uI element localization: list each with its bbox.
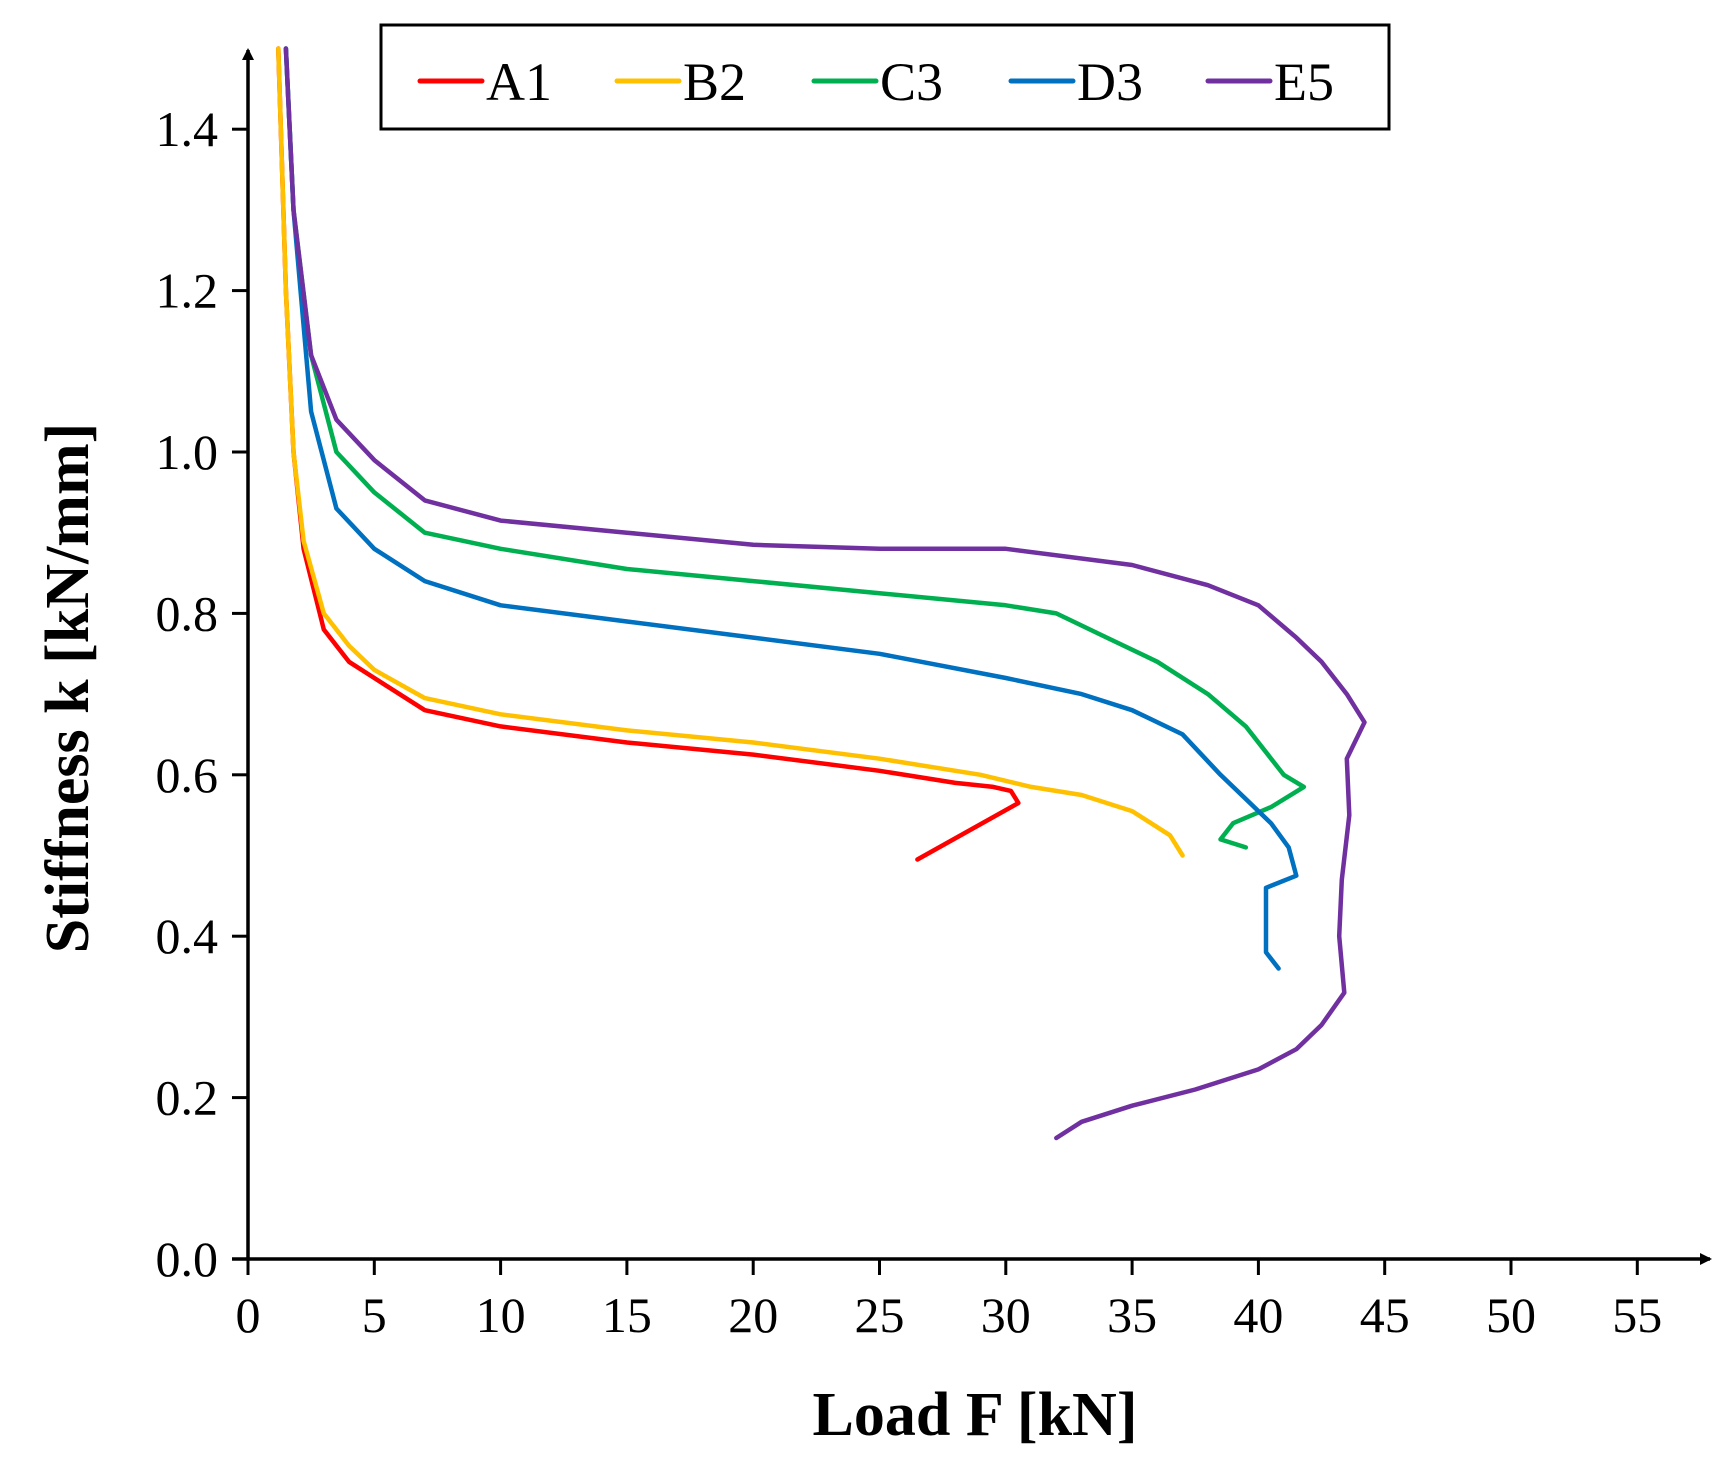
x-axis-title: Load F [kN] [813,1381,1138,1449]
series-line-d3 [283,46,1299,971]
x-tick-label: 10 [476,1287,526,1343]
y-axis-title: Stiffness k [kN/mm] [34,423,102,953]
series-line-a1 [276,46,1021,862]
y-tick-label: 0.4 [156,908,219,964]
legend: A1 B2 C3 D3 E5 [379,23,1391,131]
y-tick-label: 1.4 [156,101,219,157]
x-tick-label: 15 [602,1287,652,1343]
legend-label-e5: E5 [1274,52,1334,112]
legend-label-c3: C3 [880,52,943,112]
x-tick-label: 0 [236,1287,261,1343]
x-tick-label: 50 [1486,1287,1536,1343]
x-tick-label: 35 [1107,1287,1157,1343]
legend-label-a1: A1 [486,52,552,112]
x-tick-label: 55 [1612,1287,1662,1343]
series-line-c3 [283,46,1307,850]
x-tick-label: 20 [728,1287,778,1343]
series-line-e5 [283,46,1367,1141]
y-axis-ticks: 0.0 0.2 0.4 0.6 0.8 1.0 1.2 1.4 [156,101,248,1287]
y-tick-label: 1.2 [156,263,219,319]
y-tick-label: 0.0 [156,1231,219,1287]
x-axis-ticks: 0 5 10 15 20 25 30 35 40 45 50 55 [236,1259,1662,1343]
y-tick-label: 1.0 [156,424,219,480]
y-tick-label: 0.8 [156,585,219,641]
legend-label-d3: D3 [1077,52,1143,112]
y-tick-label: 0.2 [156,1070,219,1126]
x-tick-label: 25 [855,1287,905,1343]
x-tick-label: 5 [362,1287,387,1343]
x-tick-label: 40 [1233,1287,1283,1343]
legend-label-b2: B2 [683,52,746,112]
y-tick-label: 0.6 [156,747,219,803]
x-tick-label: 30 [981,1287,1031,1343]
series-line-b2 [276,46,1185,858]
series-lines [276,46,1367,1141]
x-tick-label: 45 [1360,1287,1410,1343]
legend-box [379,23,1391,131]
